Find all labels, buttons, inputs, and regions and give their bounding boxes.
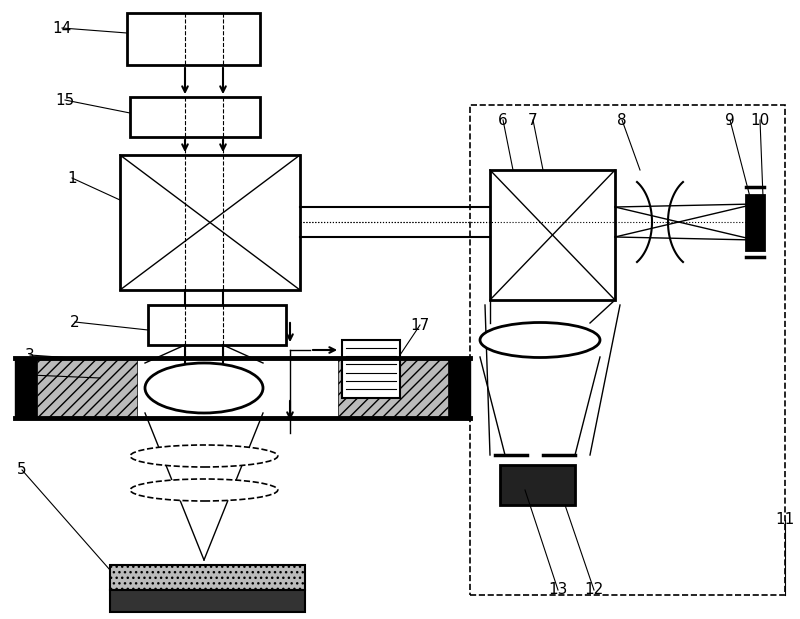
Text: 6: 6	[498, 113, 508, 128]
Text: 13: 13	[548, 582, 568, 597]
Text: 3: 3	[25, 347, 35, 363]
Text: 17: 17	[410, 318, 430, 332]
Text: 12: 12	[584, 582, 604, 597]
Text: 9: 9	[725, 113, 735, 128]
Bar	[500, 465, 575, 505]
Text: 4: 4	[25, 368, 35, 383]
Text: 7: 7	[528, 113, 538, 128]
Text: 8: 8	[617, 113, 627, 128]
Text: 10: 10	[750, 113, 770, 128]
Bar	[37, 358, 137, 418]
Text: 11: 11	[775, 513, 794, 527]
Bar	[448, 358, 470, 418]
Text: 14: 14	[52, 20, 72, 35]
Bar	[110, 565, 305, 590]
Bar	[130, 97, 260, 137]
Ellipse shape	[480, 322, 600, 358]
Bar	[490, 170, 615, 300]
Bar	[110, 590, 305, 612]
Bar	[338, 358, 448, 418]
Bar	[127, 13, 260, 65]
Text: 15: 15	[55, 92, 74, 108]
Text: 5: 5	[17, 462, 27, 477]
Bar	[148, 305, 286, 345]
Bar	[470, 105, 785, 595]
Ellipse shape	[130, 479, 278, 501]
Bar	[15, 358, 37, 418]
Bar	[342, 340, 400, 398]
Ellipse shape	[145, 363, 263, 413]
Ellipse shape	[130, 445, 278, 467]
Bar	[120, 155, 300, 290]
Text: 2: 2	[70, 314, 80, 329]
Bar	[746, 195, 764, 250]
Text: 1: 1	[67, 170, 77, 186]
